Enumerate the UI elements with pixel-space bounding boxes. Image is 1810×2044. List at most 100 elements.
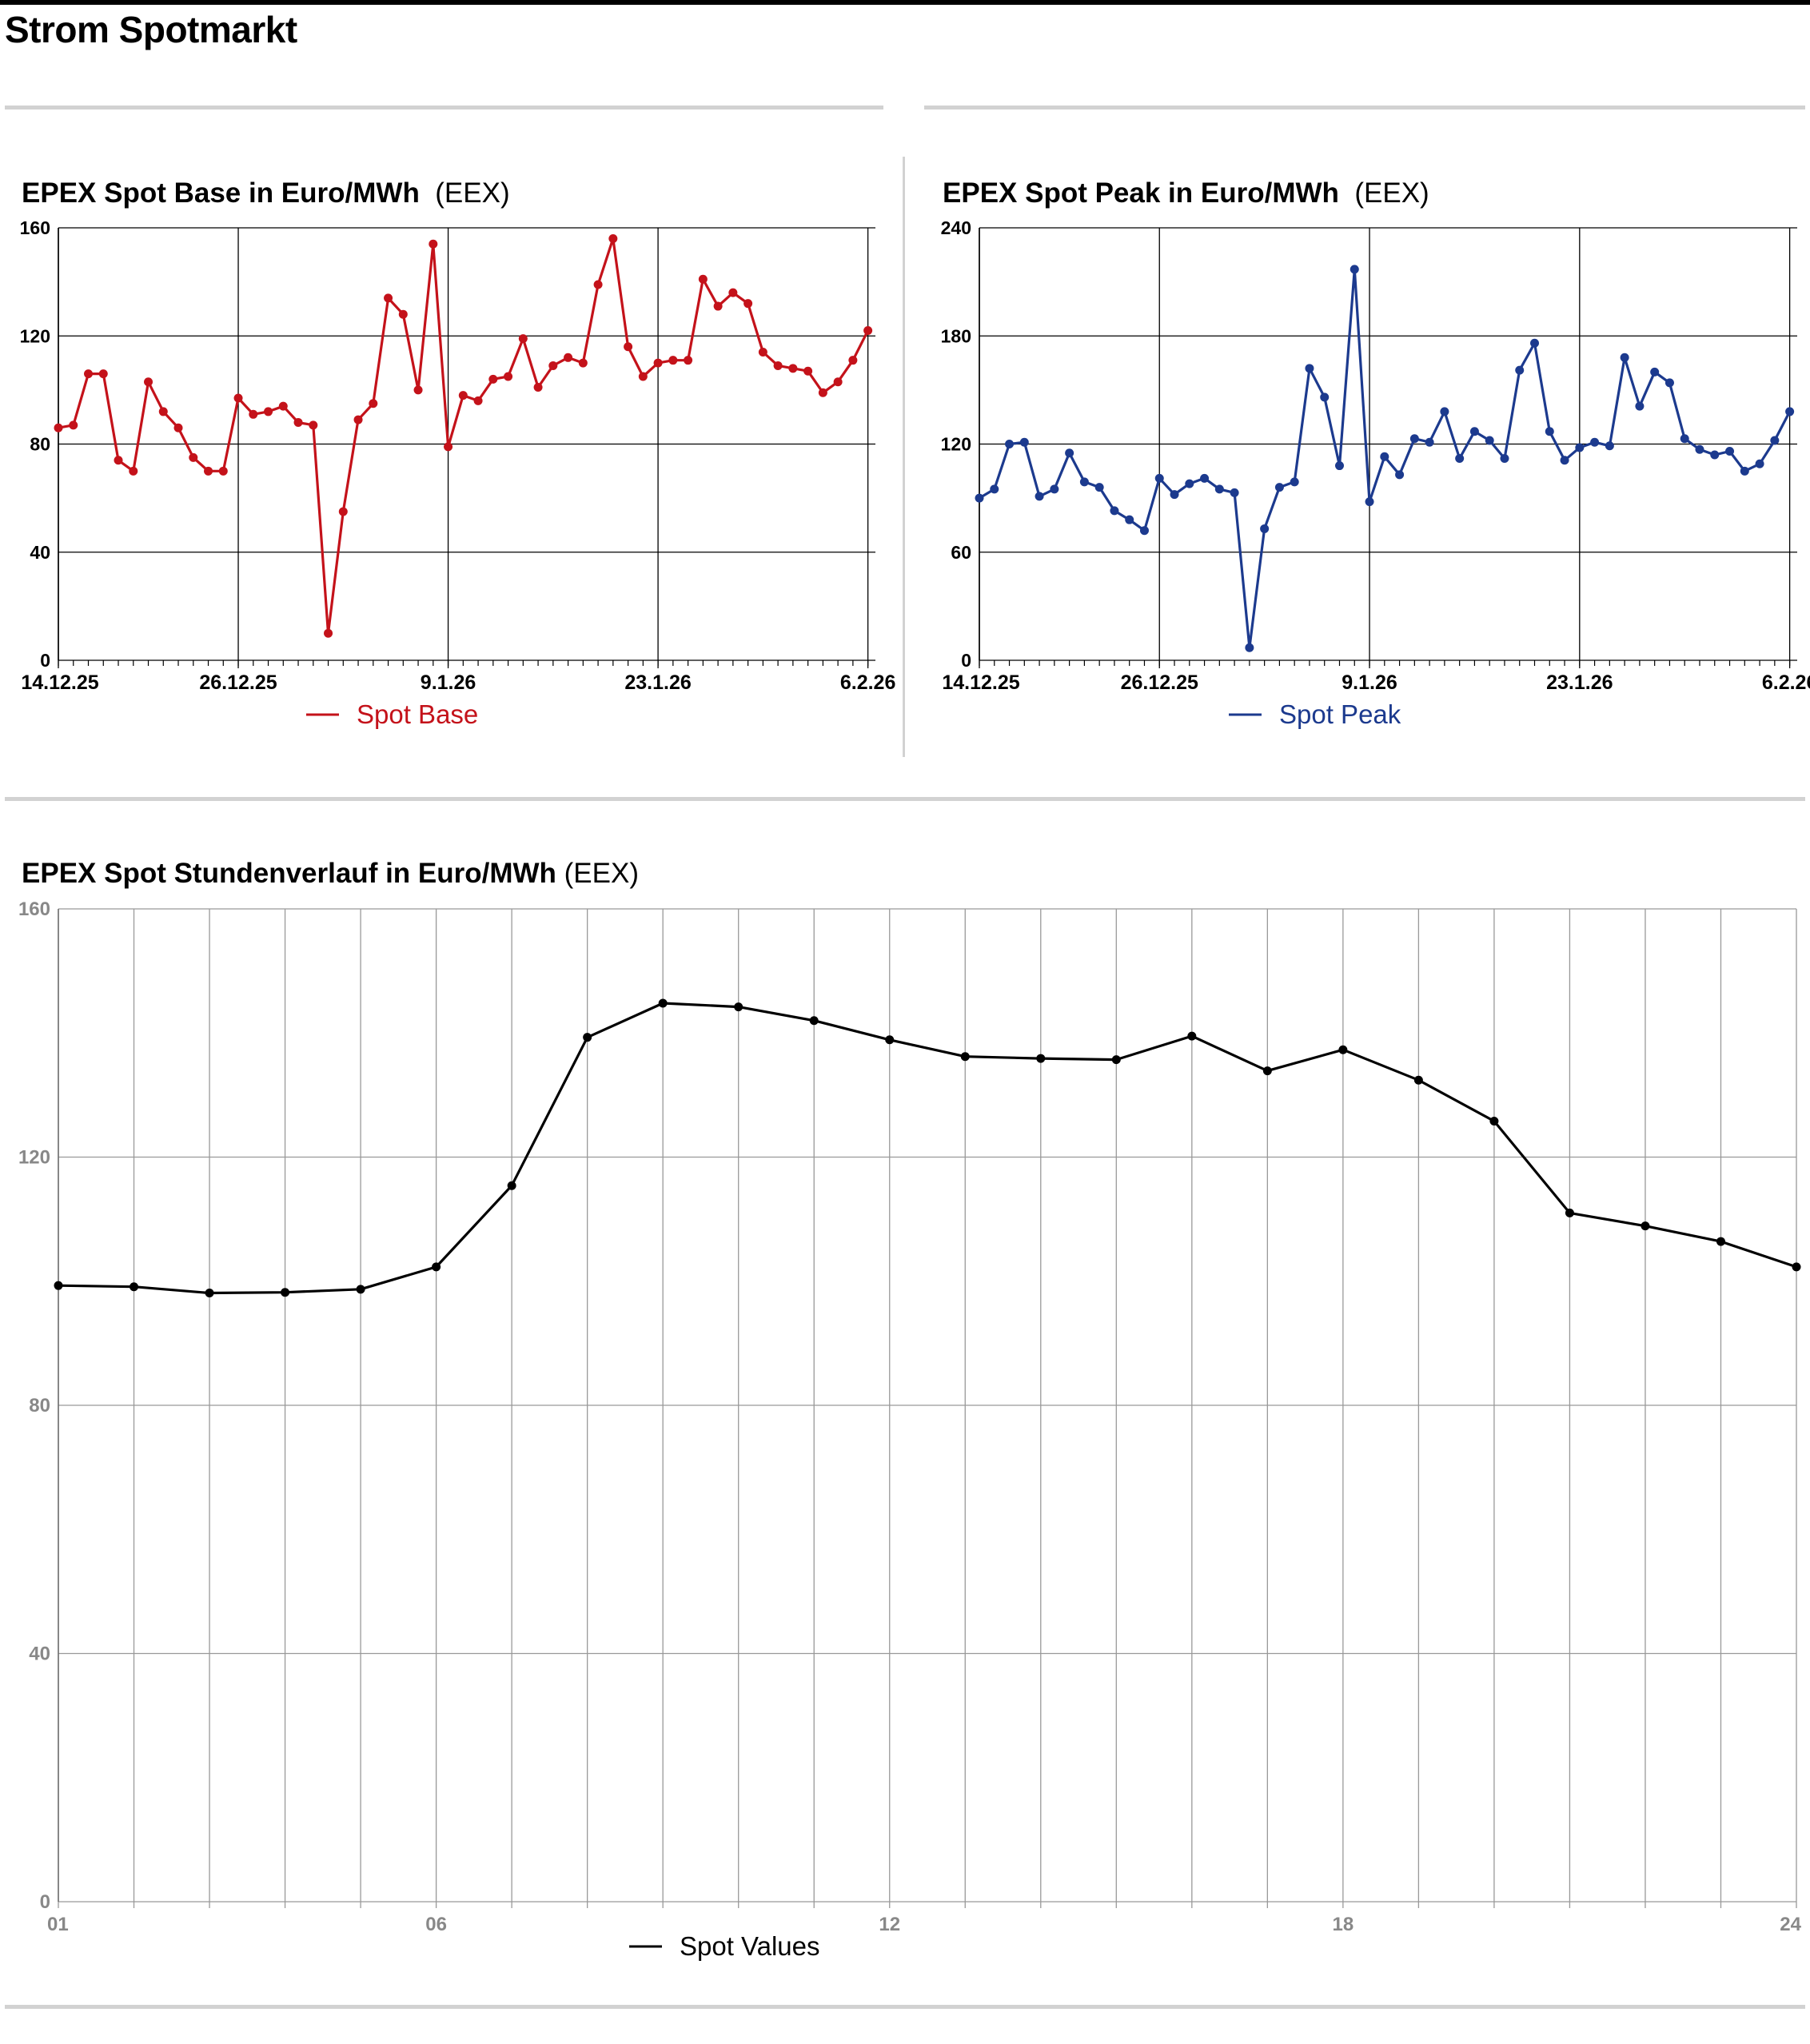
base-chart-title: EPEX Spot Base in Euro/MWh (EEX) bbox=[22, 177, 510, 209]
base-chart-title-text: EPEX Spot Base in Euro/MWh bbox=[22, 177, 420, 209]
base-data-point bbox=[338, 507, 348, 516]
peak-data-point bbox=[1334, 461, 1344, 471]
base-data-point bbox=[593, 280, 603, 289]
hourly-x-tick-label: 24 bbox=[1780, 1914, 1801, 1935]
peak-data-point bbox=[1065, 448, 1074, 458]
hourly-data-point bbox=[281, 1288, 290, 1297]
peak-x-tick-label: 9.1.26 bbox=[1342, 671, 1397, 694]
base-data-point bbox=[653, 358, 663, 368]
base-data-point bbox=[264, 407, 273, 416]
base-data-point bbox=[518, 334, 528, 344]
hourly-x-tick-label: 18 bbox=[1333, 1914, 1354, 1935]
hourly-data-point bbox=[507, 1181, 516, 1190]
base-x-tick-label: 6.2.26 bbox=[840, 671, 896, 694]
peak-chart-title-text: EPEX Spot Peak in Euro/MWh bbox=[943, 177, 1339, 209]
peak-data-point bbox=[1094, 483, 1104, 492]
hourly-data-point bbox=[1641, 1221, 1650, 1231]
base-data-point bbox=[684, 356, 693, 365]
hourly-data-point bbox=[54, 1281, 63, 1290]
base-data-point bbox=[413, 385, 423, 395]
base-x-tick-label: 14.12.25 bbox=[21, 671, 98, 694]
hourly-data-point bbox=[1716, 1237, 1725, 1246]
peak-data-point bbox=[1545, 427, 1554, 436]
base-data-point bbox=[728, 288, 738, 297]
peak-x-tick-label: 23.1.26 bbox=[1546, 671, 1613, 694]
hourly-data-point bbox=[432, 1262, 441, 1272]
peak-legend-label: Spot Peak bbox=[1279, 699, 1401, 729]
base-data-point bbox=[638, 372, 648, 381]
base-data-point bbox=[833, 377, 843, 387]
page-title: Strom Spotmarkt bbox=[5, 9, 297, 50]
peak-data-point bbox=[1230, 488, 1239, 497]
separator-right bbox=[924, 106, 1805, 110]
peak-data-point bbox=[1650, 367, 1660, 377]
base-data-point bbox=[398, 309, 408, 319]
base-data-point bbox=[114, 456, 123, 465]
base-data-point bbox=[189, 452, 198, 462]
base-data-point bbox=[144, 377, 153, 387]
base-data-point bbox=[384, 293, 393, 303]
peak-data-point bbox=[1350, 265, 1359, 274]
peak-data-point bbox=[1320, 392, 1330, 402]
hourly-data-point bbox=[1187, 1031, 1197, 1041]
hourly-data-point bbox=[130, 1282, 139, 1292]
peak-y-tick-label: 120 bbox=[941, 434, 971, 455]
peak-data-point bbox=[1635, 401, 1645, 411]
peak-data-point bbox=[1395, 470, 1405, 480]
peak-data-point bbox=[1710, 450, 1720, 460]
peak-data-point bbox=[1425, 437, 1434, 447]
hourly-series-line bbox=[58, 1002, 1797, 1295]
peak-data-point bbox=[1050, 484, 1059, 494]
peak-data-point bbox=[1079, 477, 1089, 487]
hourly-y-tick-label: 0 bbox=[40, 1891, 50, 1913]
peak-data-point bbox=[1664, 378, 1674, 388]
peak-data-point bbox=[1125, 515, 1134, 524]
base-data-point bbox=[129, 466, 138, 476]
base-data-point bbox=[54, 423, 63, 432]
base-data-point bbox=[429, 239, 438, 249]
base-data-point bbox=[533, 382, 543, 392]
base-data-point bbox=[624, 342, 633, 352]
hourly-data-point bbox=[583, 1033, 592, 1042]
base-y-tick-label: 80 bbox=[30, 434, 50, 455]
base-data-point bbox=[473, 396, 483, 405]
peak-data-point bbox=[1200, 473, 1210, 483]
peak-data-point bbox=[1725, 447, 1735, 456]
base-data-point bbox=[504, 372, 513, 381]
hourly-data-point bbox=[1036, 1054, 1046, 1063]
hourly-legend-label: Spot Values bbox=[680, 1931, 820, 1961]
hourly-data-point bbox=[1489, 1116, 1499, 1126]
hourly-data-point bbox=[1262, 1066, 1272, 1076]
base-data-point bbox=[158, 407, 168, 416]
hourly-data-point bbox=[1565, 1208, 1574, 1217]
base-data-point bbox=[444, 442, 453, 452]
hourly-y-tick-label: 80 bbox=[29, 1395, 50, 1416]
peak-data-point bbox=[1770, 436, 1780, 445]
hourly-data-point bbox=[809, 1016, 819, 1026]
base-data-point bbox=[608, 234, 618, 244]
peak-data-point bbox=[1469, 427, 1479, 436]
hourly-chart-title-text: EPEX Spot Stundenverlauf in Euro/MWh bbox=[22, 858, 556, 889]
base-data-point bbox=[848, 356, 858, 365]
peak-y-tick-label: 240 bbox=[941, 217, 971, 238]
peak-data-point bbox=[1605, 441, 1614, 451]
hourly-data-point bbox=[1792, 1262, 1801, 1272]
hourly-x-tick-label: 06 bbox=[425, 1914, 447, 1935]
peak-x-tick-label: 6.2.26 bbox=[1762, 671, 1810, 694]
peak-x-tick-label: 26.12.25 bbox=[1121, 671, 1198, 694]
peak-data-point bbox=[1485, 436, 1494, 445]
hourly-x-tick-label: 12 bbox=[879, 1914, 900, 1935]
separator-middle bbox=[5, 797, 1805, 801]
peak-chart-source: (EEX) bbox=[1354, 177, 1429, 209]
base-y-tick-label: 0 bbox=[40, 650, 50, 671]
base-data-point bbox=[249, 409, 258, 419]
peak-chart-title: EPEX Spot Peak in Euro/MWh (EEX) bbox=[943, 177, 1429, 209]
base-data-point bbox=[713, 301, 723, 311]
peak-data-point bbox=[1154, 473, 1164, 483]
peak-data-point bbox=[1530, 338, 1540, 348]
base-data-point bbox=[69, 420, 78, 430]
base-x-tick-label: 9.1.26 bbox=[421, 671, 476, 694]
base-data-point bbox=[788, 364, 798, 373]
peak-data-point bbox=[1560, 456, 1569, 465]
hourly-data-point bbox=[356, 1285, 365, 1294]
